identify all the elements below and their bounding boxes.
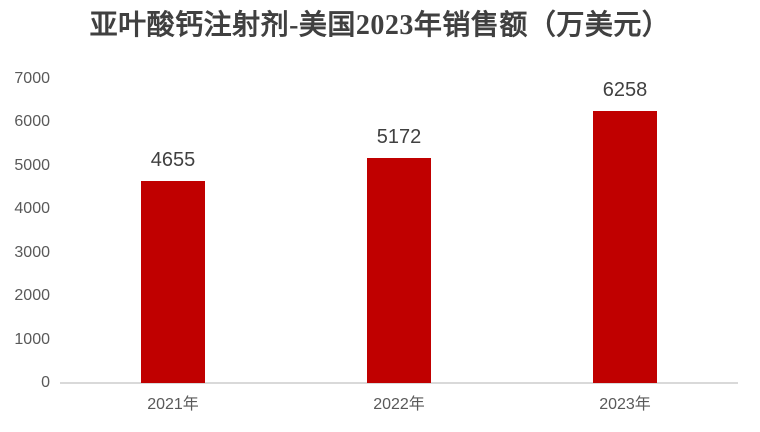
bar: [141, 180, 205, 383]
bar: [593, 111, 657, 383]
bar-value-label: 6258: [602, 79, 648, 102]
y-axis-tick-label: 1000: [14, 330, 50, 348]
bar-value-label: 4655: [150, 148, 196, 171]
y-axis-tick-label: 7000: [14, 70, 50, 87]
x-axis-tick-label: 2021年: [147, 396, 199, 413]
x-axis-line: [60, 382, 738, 384]
bar-value-label: 5172: [376, 126, 422, 149]
y-axis-tick-label: 2000: [14, 287, 50, 305]
y-axis-tick-label: 4000: [14, 200, 50, 218]
bar: [367, 158, 431, 383]
y-axis-tick-label: 5000: [14, 156, 50, 174]
y-axis-tick-label: 6000: [14, 113, 50, 131]
x-axis-tick-label: 2023年: [599, 396, 651, 413]
y-axis-tick-label: 0: [41, 374, 50, 391]
x-axis-tick-label: 2022年: [373, 396, 425, 413]
y-axis-tick-label: 3000: [14, 243, 50, 261]
chart-title: 亚叶酸钙注射剂-美国2023年销售额（万美元）: [89, 10, 671, 41]
